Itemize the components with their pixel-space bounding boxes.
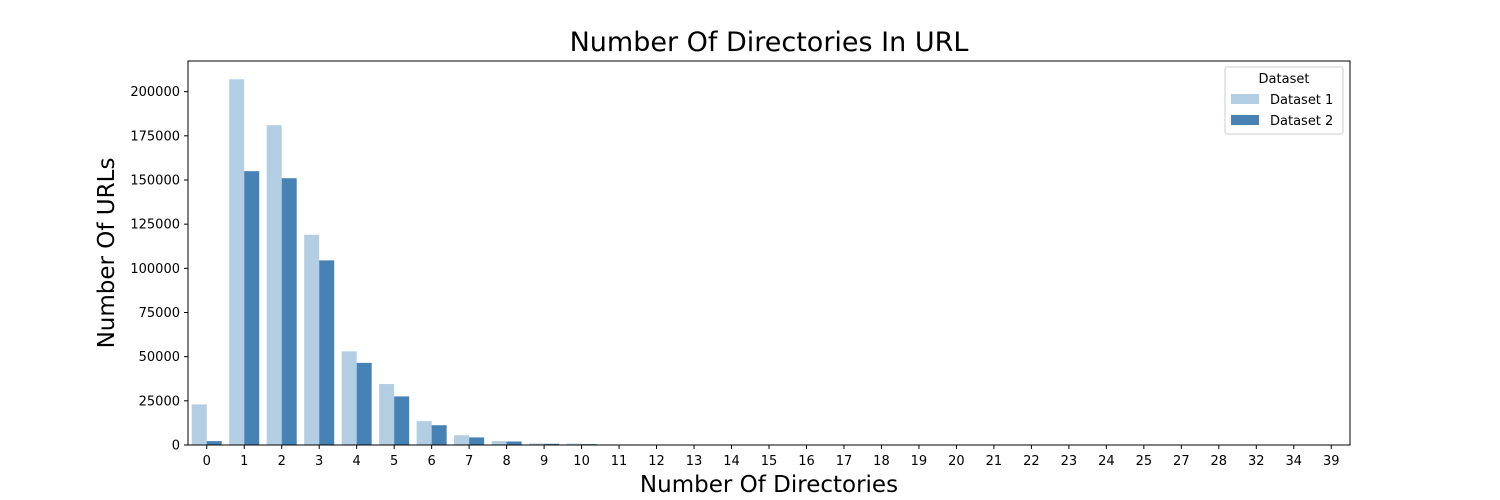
- legend-swatch-dataset-1: [1231, 94, 1259, 104]
- bar-dataset-2-8: [506, 441, 522, 445]
- x-tick-label: 4: [353, 454, 361, 469]
- x-tick-label: 20: [948, 454, 965, 469]
- bar-dataset-2-9: [544, 443, 560, 445]
- bar-dataset-1-7: [454, 435, 470, 445]
- x-tick-label: 11: [611, 454, 628, 469]
- x-axis-label: Number Of Directories: [640, 472, 898, 498]
- bar-dataset-2-0: [206, 441, 222, 445]
- bar-dataset-2-3: [319, 260, 335, 445]
- chart-title: Number Of Directories In URL: [570, 27, 969, 58]
- x-tick-label: 8: [502, 454, 510, 469]
- bars-layer: [191, 79, 1347, 446]
- bar-dataset-2-7: [469, 437, 485, 445]
- legend-title: Dataset: [1259, 72, 1310, 87]
- bar-dataset-1-9: [529, 443, 545, 445]
- bar-dataset-2-2: [281, 178, 297, 446]
- bar-dataset-1-10: [566, 443, 582, 445]
- y-tick-label: 200000: [130, 85, 180, 100]
- y-tick-label: 0: [172, 439, 180, 454]
- x-tick-label: 5: [390, 454, 398, 469]
- x-tick-label: 6: [428, 454, 436, 469]
- x-tick-label: 3: [315, 454, 323, 469]
- x-tick-label: 22: [1023, 454, 1040, 469]
- y-tick-label: 25000: [139, 394, 180, 409]
- bar-dataset-1-0: [191, 404, 207, 445]
- y-tick-label: 125000: [130, 218, 180, 233]
- bar-dataset-2-6: [431, 425, 447, 445]
- legend-label-dataset-1: Dataset 1: [1270, 93, 1333, 108]
- legend-label-dataset-2: Dataset 2: [1270, 114, 1333, 129]
- x-tick-label: 19: [911, 454, 928, 469]
- x-tick-label: 21: [986, 454, 1003, 469]
- y-tick-label: 175000: [130, 129, 180, 144]
- x-tick-label: 12: [648, 454, 665, 469]
- legend: Dataset Dataset 1 Dataset 2: [1224, 66, 1344, 135]
- bar-dataset-2-1: [244, 171, 260, 445]
- x-tick-label: 15: [761, 454, 778, 469]
- x-tick-label: 2: [278, 454, 286, 469]
- x-tick-label: 13: [686, 454, 703, 469]
- bar-dataset-1-2: [266, 125, 282, 446]
- y-tick-label: 150000: [130, 173, 180, 188]
- x-tick-label: 0: [203, 454, 211, 469]
- x-tick-label: 25: [1136, 454, 1153, 469]
- bar-dataset-1-5: [379, 384, 395, 445]
- x-tick-label: 32: [1248, 454, 1265, 469]
- bar-dataset-2-4: [356, 362, 372, 445]
- x-tick-label: 28: [1211, 454, 1228, 469]
- x-tick-label: 1: [240, 454, 248, 469]
- y-axis-label: Number Of URLs: [94, 158, 120, 349]
- plot-frame: [187, 60, 1351, 446]
- y-tick-label: 50000: [139, 350, 180, 365]
- legend-swatch-dataset-2: [1231, 115, 1259, 125]
- x-tick-label: 14: [723, 454, 740, 469]
- x-tick-label: 17: [836, 454, 853, 469]
- bar-dataset-1-3: [304, 234, 320, 445]
- ticks-layer: 0 1 2 3 4 5 6 7 8 9 10 11 12 13 14 15 16 17 18 19 20 21 22 23 24…: [130, 85, 1339, 469]
- x-tick-label: 9: [540, 454, 548, 469]
- x-tick-label: 23: [1061, 454, 1078, 469]
- y-tick-label: 100000: [130, 262, 180, 277]
- y-tick-label: 75000: [139, 306, 180, 321]
- x-tick-label: 18: [873, 454, 890, 469]
- bar-dataset-1-6: [416, 421, 432, 445]
- bar-dataset-2-5: [394, 396, 410, 445]
- bar-dataset-1-8: [491, 441, 507, 445]
- bar-dataset-1-4: [341, 351, 357, 445]
- x-tick-label: 16: [798, 454, 815, 469]
- x-tick-label: 34: [1286, 454, 1303, 469]
- x-tick-label: 24: [1098, 454, 1115, 469]
- x-tick-label: 10: [573, 454, 590, 469]
- x-tick-label: 39: [1323, 454, 1340, 469]
- x-tick-label: 7: [465, 454, 473, 469]
- x-tick-label: 27: [1173, 454, 1190, 469]
- bar-dataset-1-1: [229, 79, 245, 446]
